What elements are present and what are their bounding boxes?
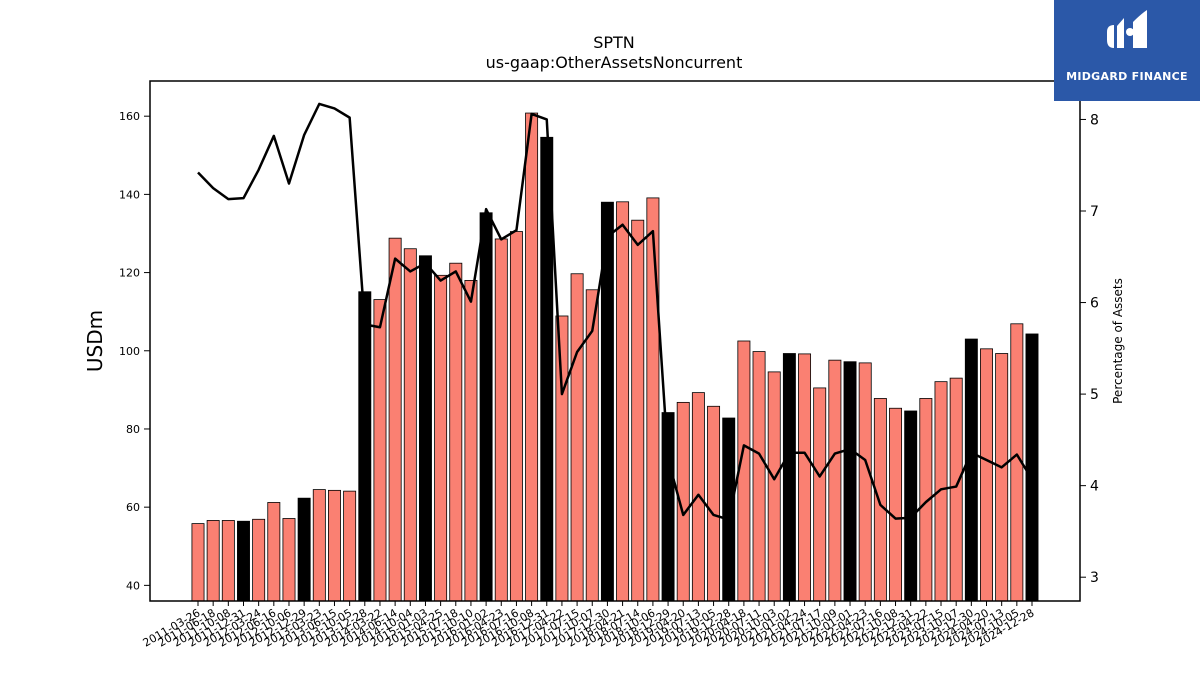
bar xyxy=(509,231,523,602)
y2-tick-label: 5 xyxy=(1090,387,1099,403)
bar xyxy=(494,238,508,602)
y2-tick-label: 7 xyxy=(1090,204,1099,220)
y2-tick-label: 4 xyxy=(1090,479,1099,495)
bar xyxy=(221,520,235,602)
bar xyxy=(843,361,857,602)
bar xyxy=(479,212,493,602)
y-tick-label: 40 xyxy=(126,579,140,592)
bar xyxy=(267,502,281,602)
chart-subtitle: us-gaap:OtherAssetsNoncurrent xyxy=(486,53,743,72)
bar xyxy=(873,398,887,602)
y-axis-label: USDm xyxy=(83,310,107,372)
y-tick-label: 60 xyxy=(126,501,140,514)
bar xyxy=(752,351,766,602)
bar xyxy=(418,255,432,602)
logo-mark-icon xyxy=(1107,10,1147,48)
bar xyxy=(449,262,463,602)
y-tick-label: 120 xyxy=(119,267,140,280)
chart-title: SPTN xyxy=(593,33,635,52)
y-tick-label: 160 xyxy=(119,110,140,123)
bar xyxy=(813,387,827,602)
bar xyxy=(889,407,902,602)
bar xyxy=(237,520,250,602)
bar xyxy=(798,353,812,602)
y-tick-label: 140 xyxy=(119,188,140,201)
logo-text: MIDGARD FINANCE xyxy=(1066,70,1188,83)
y2-tick-label: 3 xyxy=(1090,570,1099,586)
bar xyxy=(373,299,387,602)
bar xyxy=(555,315,569,602)
bar xyxy=(343,490,357,602)
midgard-finance-logo: MIDGARD FINANCE xyxy=(1054,0,1200,101)
bar xyxy=(328,489,341,602)
bar xyxy=(980,348,993,602)
bar xyxy=(358,291,372,602)
bar xyxy=(646,197,660,602)
bar xyxy=(1025,333,1039,602)
bar xyxy=(206,520,220,602)
bar xyxy=(312,489,326,602)
bar xyxy=(191,523,205,602)
bar xyxy=(616,201,630,602)
bar xyxy=(767,371,781,602)
y2-tick-label: 6 xyxy=(1090,296,1099,312)
bar xyxy=(252,518,266,602)
bar xyxy=(464,279,478,602)
bar xyxy=(858,362,872,602)
bar xyxy=(297,497,311,602)
bar xyxy=(434,274,448,602)
bar xyxy=(707,405,721,602)
y-tick-label: 100 xyxy=(119,345,140,358)
y2-tick-label: 8 xyxy=(1090,112,1099,128)
bar xyxy=(388,237,402,602)
bar xyxy=(904,410,918,602)
bar xyxy=(995,353,1009,602)
percentage-line xyxy=(197,102,1034,521)
bar xyxy=(631,219,645,602)
bar xyxy=(828,359,842,602)
bar xyxy=(782,353,796,602)
bar xyxy=(403,248,417,602)
plot-frame xyxy=(149,80,1081,602)
bar xyxy=(722,417,736,602)
bar xyxy=(282,518,296,602)
bar xyxy=(525,112,539,602)
bar xyxy=(949,377,963,602)
y2-axis-label: Percentage of Assets xyxy=(1111,278,1125,404)
bar xyxy=(964,338,978,602)
bar xyxy=(570,273,584,602)
y-tick-label: 80 xyxy=(126,423,140,436)
